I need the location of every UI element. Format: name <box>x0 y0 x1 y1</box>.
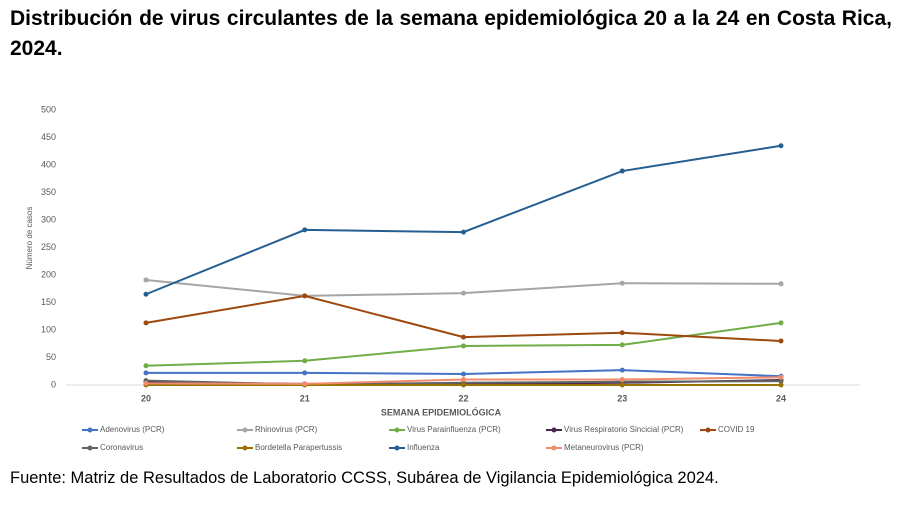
legend-label: Coronavirus <box>100 443 143 452</box>
data-point <box>302 227 308 233</box>
data-point <box>778 382 784 388</box>
legend-marker <box>242 445 248 451</box>
legend-marker <box>87 427 93 433</box>
data-point <box>143 291 149 297</box>
data-point <box>778 320 784 326</box>
x-tick-label: 22 <box>458 393 468 403</box>
x-axis-title: SEMANA EPIDEMIOLÓGICA <box>381 406 502 417</box>
y-tick-label: 500 <box>41 104 56 114</box>
y-tick-label: 0 <box>51 379 56 389</box>
data-point <box>461 343 466 349</box>
legend-label: Bordetella Parapertussis <box>255 443 342 452</box>
data-point <box>461 377 466 382</box>
data-point <box>619 330 625 336</box>
y-tick-label: 100 <box>41 324 56 334</box>
data-point <box>461 382 466 388</box>
data-point <box>143 380 149 386</box>
data-point <box>143 320 149 326</box>
data-point <box>143 370 149 376</box>
data-point <box>461 290 466 296</box>
legend-label: Influenza <box>407 443 440 452</box>
data-point <box>778 338 784 344</box>
legend-label: Adenovirus (PCR) <box>100 425 165 434</box>
data-point <box>143 277 149 283</box>
x-tick-label: 21 <box>300 393 310 403</box>
source-note: Fuente: Matriz de Resultados de Laborato… <box>10 469 719 487</box>
legend-marker <box>551 427 557 433</box>
y-axis-title: Número de casos <box>25 207 34 270</box>
legend-label: Metaneurovirus (PCR) <box>564 443 644 452</box>
data-point <box>302 358 308 364</box>
y-tick-label: 150 <box>41 297 56 307</box>
legend-marker <box>87 445 93 451</box>
series-line <box>145 144 782 296</box>
data-point <box>461 229 466 235</box>
legend-marker <box>705 427 711 433</box>
data-point <box>778 378 784 384</box>
x-tick-label: 20 <box>141 393 151 403</box>
data-point <box>619 367 625 373</box>
series-line <box>145 294 782 342</box>
y-tick-label: 300 <box>41 214 56 224</box>
legend-marker <box>242 427 248 433</box>
y-tick-label: 250 <box>41 242 56 252</box>
data-point <box>143 363 149 369</box>
data-point <box>461 371 466 377</box>
data-point <box>302 293 308 299</box>
data-point <box>778 281 784 287</box>
data-point <box>619 342 625 348</box>
y-tick-label: 350 <box>41 187 56 197</box>
chart-title: Distribución de virus circulantes de la … <box>10 7 892 60</box>
y-tick-label: 50 <box>46 352 56 362</box>
data-point <box>619 168 625 174</box>
data-point <box>778 374 784 380</box>
data-point <box>302 381 308 387</box>
y-tick-label: 200 <box>41 269 56 279</box>
legend-marker <box>551 445 557 451</box>
legend-label: Virus Parainfluenza (PCR) <box>407 425 501 434</box>
data-point <box>461 334 466 340</box>
data-point <box>778 143 784 149</box>
legend-label: COVID 19 <box>718 425 755 434</box>
data-point <box>619 280 625 286</box>
data-point <box>302 370 308 376</box>
legend-label: Virus Respiratorio Sincicial (PCR) <box>564 425 684 434</box>
y-tick-label: 450 <box>41 132 56 142</box>
legend-label: Rhinovirus (PCR) <box>255 425 318 434</box>
y-tick-label: 400 <box>41 159 56 169</box>
x-tick-label: 24 <box>776 393 786 403</box>
x-tick-label: 23 <box>617 393 627 403</box>
data-point <box>619 377 625 382</box>
legend-marker <box>394 427 400 433</box>
legend-marker <box>394 445 400 451</box>
data-point <box>619 382 625 388</box>
